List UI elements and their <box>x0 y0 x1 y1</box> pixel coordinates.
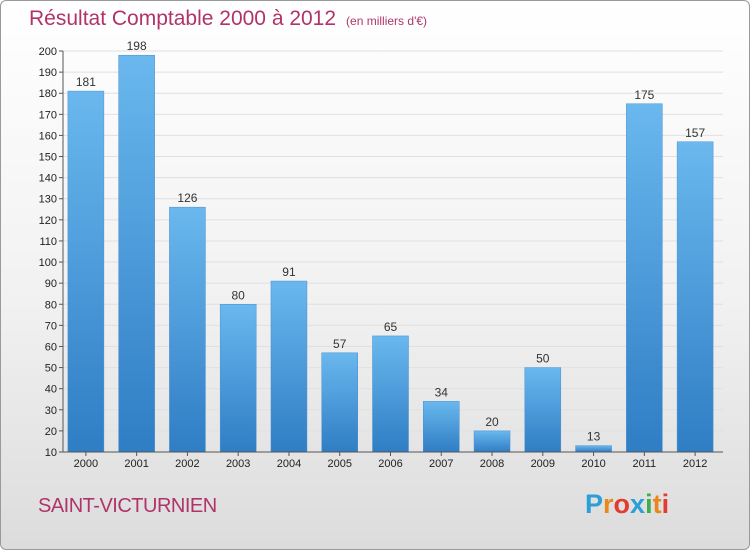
x-tick-label-2009: 2009 <box>531 458 555 470</box>
data-label-2004: 91 <box>282 265 296 279</box>
logo-letter: i <box>645 489 653 519</box>
bars: 181 198 126 80 91 57 65 34 20 50 13 175 157 <box>67 39 714 453</box>
data-label-2005: 57 <box>333 337 347 351</box>
logo-letter: P <box>585 489 604 519</box>
town-name: SAINT-VICTURNIEN <box>38 495 217 517</box>
bar-2010 <box>575 445 612 453</box>
data-label-2010: 13 <box>587 430 601 444</box>
bar-2007 <box>423 401 460 453</box>
logo-letter: x <box>630 489 646 519</box>
bar-2006 <box>372 335 409 453</box>
y-tick-label: 80 <box>45 299 57 311</box>
bar-2000 <box>67 90 105 453</box>
logo-letter: r <box>603 489 614 519</box>
logo-letter: i <box>661 489 670 519</box>
x-tick-label-2010: 2010 <box>581 458 605 470</box>
y-tick-label: 50 <box>45 363 57 375</box>
y-tick-label: 130 <box>39 194 57 206</box>
y-tick-label: 150 <box>39 152 57 164</box>
y-tick-label: 60 <box>45 341 57 353</box>
x-tick-label-2003: 2003 <box>226 458 250 470</box>
x-tick-label-2004: 2004 <box>277 458 301 470</box>
bar-2011 <box>626 103 663 453</box>
x-tick-label-2000: 2000 <box>74 458 98 470</box>
y-tick-label: 160 <box>39 130 57 142</box>
bar-2003 <box>219 304 257 453</box>
bar-2012 <box>676 141 714 453</box>
axes: 10 20 30 40 50 60 70 80 90 100 110 120 130 140 150 160 1… <box>39 46 723 470</box>
y-tick-label: 120 <box>39 215 57 227</box>
data-label-2009: 50 <box>536 352 550 366</box>
y-tick-label: 70 <box>45 320 57 332</box>
y-tick-label: 40 <box>45 384 57 396</box>
bar-2005 <box>321 352 358 453</box>
proxiti-logo[interactable]: Proxiti <box>585 489 669 520</box>
x-tick-label-2011: 2011 <box>633 458 657 470</box>
data-label-2000: 181 <box>76 75 96 89</box>
x-tick-label-2006: 2006 <box>378 458 402 470</box>
data-label-2003: 80 <box>232 288 246 302</box>
bar-2004 <box>270 280 308 453</box>
y-tick-label: 180 <box>39 88 57 100</box>
y-tick-label: 10 <box>45 447 57 459</box>
data-label-2007: 34 <box>435 385 449 399</box>
data-label-2002: 126 <box>177 191 197 205</box>
chart-title: Résultat Comptable 2000 à 2012 (en millie… <box>29 7 427 31</box>
bar-2002 <box>169 206 206 453</box>
data-label-2012: 157 <box>685 126 705 140</box>
x-tick-label-2002: 2002 <box>175 458 199 470</box>
y-tick-label: 100 <box>39 257 57 269</box>
bar-2001 <box>118 54 155 453</box>
bar-2008 <box>473 430 511 453</box>
y-tick-label: 200 <box>39 46 57 58</box>
y-tick-label: 30 <box>45 405 57 417</box>
y-tick-label: 110 <box>39 236 57 248</box>
y-tick-label: 190 <box>39 67 57 79</box>
y-tick-label: 20 <box>45 426 57 438</box>
logo-letter: t <box>652 489 662 519</box>
x-tick-label-2012: 2012 <box>683 458 707 470</box>
y-tick-label: 140 <box>39 173 57 185</box>
x-tick-label-2001: 2001 <box>124 458 148 470</box>
chart-subtitle: (en milliers d'€) <box>346 14 428 28</box>
x-tick-label-2005: 2005 <box>327 458 351 470</box>
bar-2009 <box>524 367 562 453</box>
logo-letter: o <box>613 489 631 519</box>
x-tick-label-2008: 2008 <box>480 458 504 470</box>
y-tick-label: 170 <box>39 109 57 121</box>
data-label-2001: 198 <box>127 39 147 53</box>
data-label-2006: 65 <box>384 320 398 334</box>
x-tick-label-2007: 2007 <box>429 458 453 470</box>
chart-title-text: Résultat Comptable 2000 à 2012 <box>29 7 337 30</box>
data-label-2011: 175 <box>634 88 654 102</box>
y-tick-label: 90 <box>45 278 57 290</box>
data-label-2008: 20 <box>485 415 499 429</box>
